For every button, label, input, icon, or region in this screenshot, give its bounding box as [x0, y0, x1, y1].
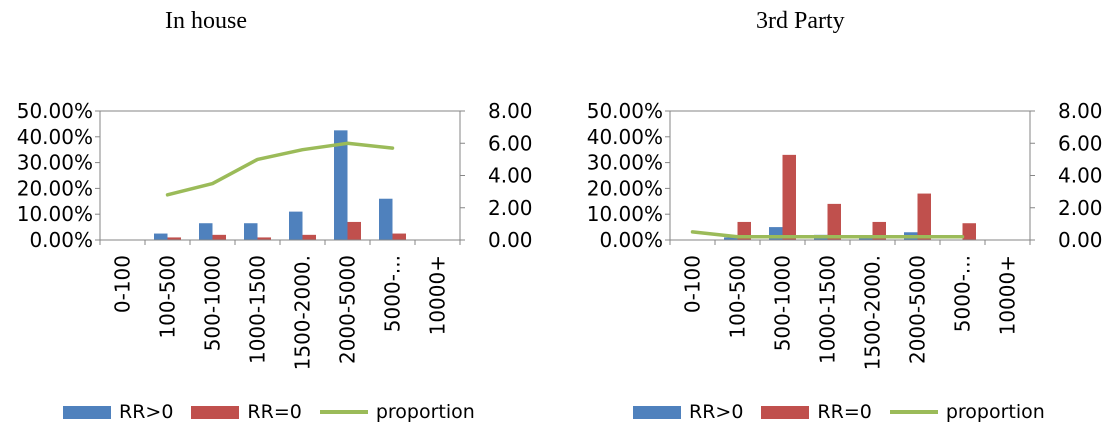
bar-rr-zero: [917, 193, 931, 240]
bar-rr-pos: [199, 223, 213, 240]
x-tick-label: 500-1000: [771, 255, 795, 351]
y-tick-label: 0.00%: [599, 228, 663, 252]
legend-swatch-rr-zero: [191, 405, 240, 419]
y-tick-label: 10.00%: [587, 202, 663, 226]
y2-tick-label: 4.00: [1058, 164, 1103, 188]
legend-label-proportion-2: proportion: [945, 401, 1045, 423]
y-tick-label: 20.00%: [17, 176, 93, 200]
legend-item-rr-pos: RR>0: [63, 401, 173, 423]
x-tick-label: 100-500: [726, 255, 750, 339]
proportion-line: [165, 141, 395, 197]
bar-rr-zero: [347, 221, 361, 240]
bar-rr-zero: [782, 154, 796, 240]
y2-tick-label: 0.00: [488, 228, 533, 252]
chart-title-in-house: In house: [165, 8, 247, 34]
y2-tick-label: 2.00: [488, 196, 533, 220]
chart-in-house: 0.00%10.00%20.00%30.00%40.00%50.00% 0.00 2…: [17, 99, 533, 370]
bar-rr-zero: [257, 237, 271, 240]
x-tick-label: 0-100: [681, 255, 705, 313]
bar-rr-zero: [962, 223, 976, 240]
legend-label-rr-pos-2: RR>0: [689, 401, 744, 423]
y2-tick-label: 2.00: [1058, 196, 1103, 220]
bar-rr-pos: [289, 211, 303, 240]
x-tick-label: 1500-2000.: [291, 255, 315, 370]
x-tick-label: 10000+: [996, 255, 1020, 335]
legend-in-house: RR>0 RR=0 proportion: [63, 401, 493, 423]
bar-rr-zero: [392, 233, 406, 240]
bar-rr-pos: [334, 130, 348, 240]
chart-3rd-party: 0.00%10.00%20.00%30.00%40.00%50.00% 0.00 2…: [587, 99, 1103, 370]
bar-rr-zero: [167, 237, 181, 240]
legend-item-rr-zero-2: RR=0: [761, 401, 872, 423]
legend-item-proportion-2: proportion: [889, 401, 1045, 423]
y-tick-label: 10.00%: [17, 202, 93, 226]
legend-3rd-party: RR>0 RR=0 proportion: [633, 401, 1063, 423]
y2-tick-label: 8.00: [488, 99, 533, 123]
x-tick-label: 2000-5000: [336, 255, 360, 364]
legend-swatch-proportion: [319, 410, 368, 414]
x-tick-label: 500-1000: [201, 255, 225, 351]
y-tick-label: 50.00%: [587, 99, 663, 123]
y-tick-label: 20.00%: [587, 176, 663, 200]
y-tick-label: 0.00%: [29, 228, 93, 252]
y2-tick-label: 6.00: [488, 131, 533, 155]
y-tick-label: 40.00%: [17, 125, 93, 149]
x-tick-label: 1500-2000.: [861, 255, 885, 370]
bar-rr-pos: [859, 237, 873, 240]
legend-item-rr-pos-2: RR>0: [633, 401, 743, 423]
x-tick-label: 100-500: [156, 255, 180, 339]
bar-rr-pos: [379, 198, 393, 240]
proportion-line: [690, 230, 965, 239]
bar-rr-zero: [212, 234, 226, 240]
y2-tick-label: 4.00: [488, 164, 533, 188]
y-tick-label: 40.00%: [587, 125, 663, 149]
y2-tick-label: 6.00: [1058, 131, 1103, 155]
y-tick-label: 30.00%: [587, 151, 663, 175]
bar-rr-pos: [724, 237, 738, 240]
legend-swatch-proportion-2: [889, 410, 938, 414]
x-tick-label: 0-100: [111, 255, 135, 313]
x-tick-label: 1000-1500: [816, 255, 840, 364]
legend-item-rr-zero: RR=0: [191, 401, 302, 423]
bar-rr-pos: [244, 223, 258, 240]
y2-tick-label: 0.00: [1058, 228, 1103, 252]
bar-rr-pos: [154, 233, 168, 240]
y-tick-label: 30.00%: [17, 151, 93, 175]
bar-rr-zero: [302, 234, 316, 240]
x-tick-label: 10000+: [426, 255, 450, 335]
x-tick-label: 1000-1500: [246, 255, 270, 364]
x-tick-label: 5000-...: [381, 255, 405, 332]
y-tick-label: 50.00%: [17, 99, 93, 123]
legend-label-rr-zero: RR=0: [247, 401, 302, 423]
legend-label-proportion: proportion: [375, 401, 475, 423]
legend-item-proportion: proportion: [319, 401, 475, 423]
legend-label-rr-pos: RR>0: [119, 401, 174, 423]
legend-label-rr-zero-2: RR=0: [817, 401, 872, 423]
legend-swatch-rr-pos: [63, 405, 111, 419]
x-tick-label: 2000-5000: [906, 255, 930, 364]
legend-swatch-rr-pos-2: [633, 405, 681, 419]
bar-rr-zero: [827, 203, 841, 240]
legend-swatch-rr-zero-2: [761, 405, 810, 419]
y2-tick-label: 8.00: [1058, 99, 1103, 123]
x-tick-label: 5000-...: [951, 255, 975, 332]
chart-title-3rd-party: 3rd Party: [756, 8, 845, 34]
